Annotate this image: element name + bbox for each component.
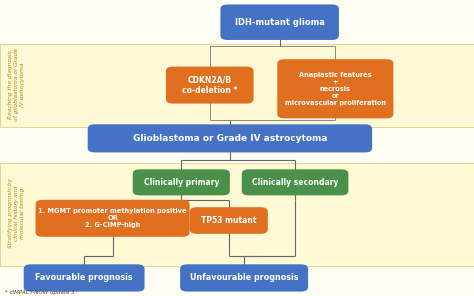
Text: 1. MGMT promoter methylation positive
OR
2. G-CIMP-high: 1. MGMT promoter methylation positive OR… <box>38 208 187 228</box>
Text: CDKN2A/B
co-deletion *: CDKN2A/B co-deletion * <box>182 75 237 95</box>
FancyBboxPatch shape <box>220 4 339 40</box>
Text: Clinically secondary: Clinically secondary <box>252 178 338 187</box>
Text: Anaplastic features
+
necrosis
or
microvascular proliferation: Anaplastic features + necrosis or microv… <box>285 72 386 106</box>
Text: TP53 mutant: TP53 mutant <box>201 216 256 225</box>
Bar <box>0 44 474 127</box>
FancyBboxPatch shape <box>180 264 308 292</box>
FancyBboxPatch shape <box>24 264 145 292</box>
Text: Glioblastoma or Grade IV astrocytoma: Glioblastoma or Grade IV astrocytoma <box>133 134 327 143</box>
Text: Stratifying prognosis by
clinical history and
molecular testing: Stratifying prognosis by clinical histor… <box>8 178 25 248</box>
Text: Favourable prognosis: Favourable prognosis <box>36 274 133 282</box>
Text: Unfavourable prognosis: Unfavourable prognosis <box>190 274 298 282</box>
FancyBboxPatch shape <box>242 169 348 195</box>
Bar <box>0 163 474 266</box>
FancyBboxPatch shape <box>166 67 254 104</box>
Text: Reaching the diagnosis
of glioblastoma or Grade
IV astrocytoma: Reaching the diagnosis of glioblastoma o… <box>8 48 25 121</box>
FancyBboxPatch shape <box>88 124 372 152</box>
FancyBboxPatch shape <box>36 200 190 237</box>
Text: * cIMPACT-NOW update 5: * cIMPACT-NOW update 5 <box>5 289 74 295</box>
Text: Clinically primary: Clinically primary <box>144 178 219 187</box>
FancyBboxPatch shape <box>277 59 393 118</box>
Text: IDH-mutant glioma: IDH-mutant glioma <box>235 18 325 27</box>
FancyBboxPatch shape <box>133 169 230 195</box>
FancyBboxPatch shape <box>190 207 268 234</box>
